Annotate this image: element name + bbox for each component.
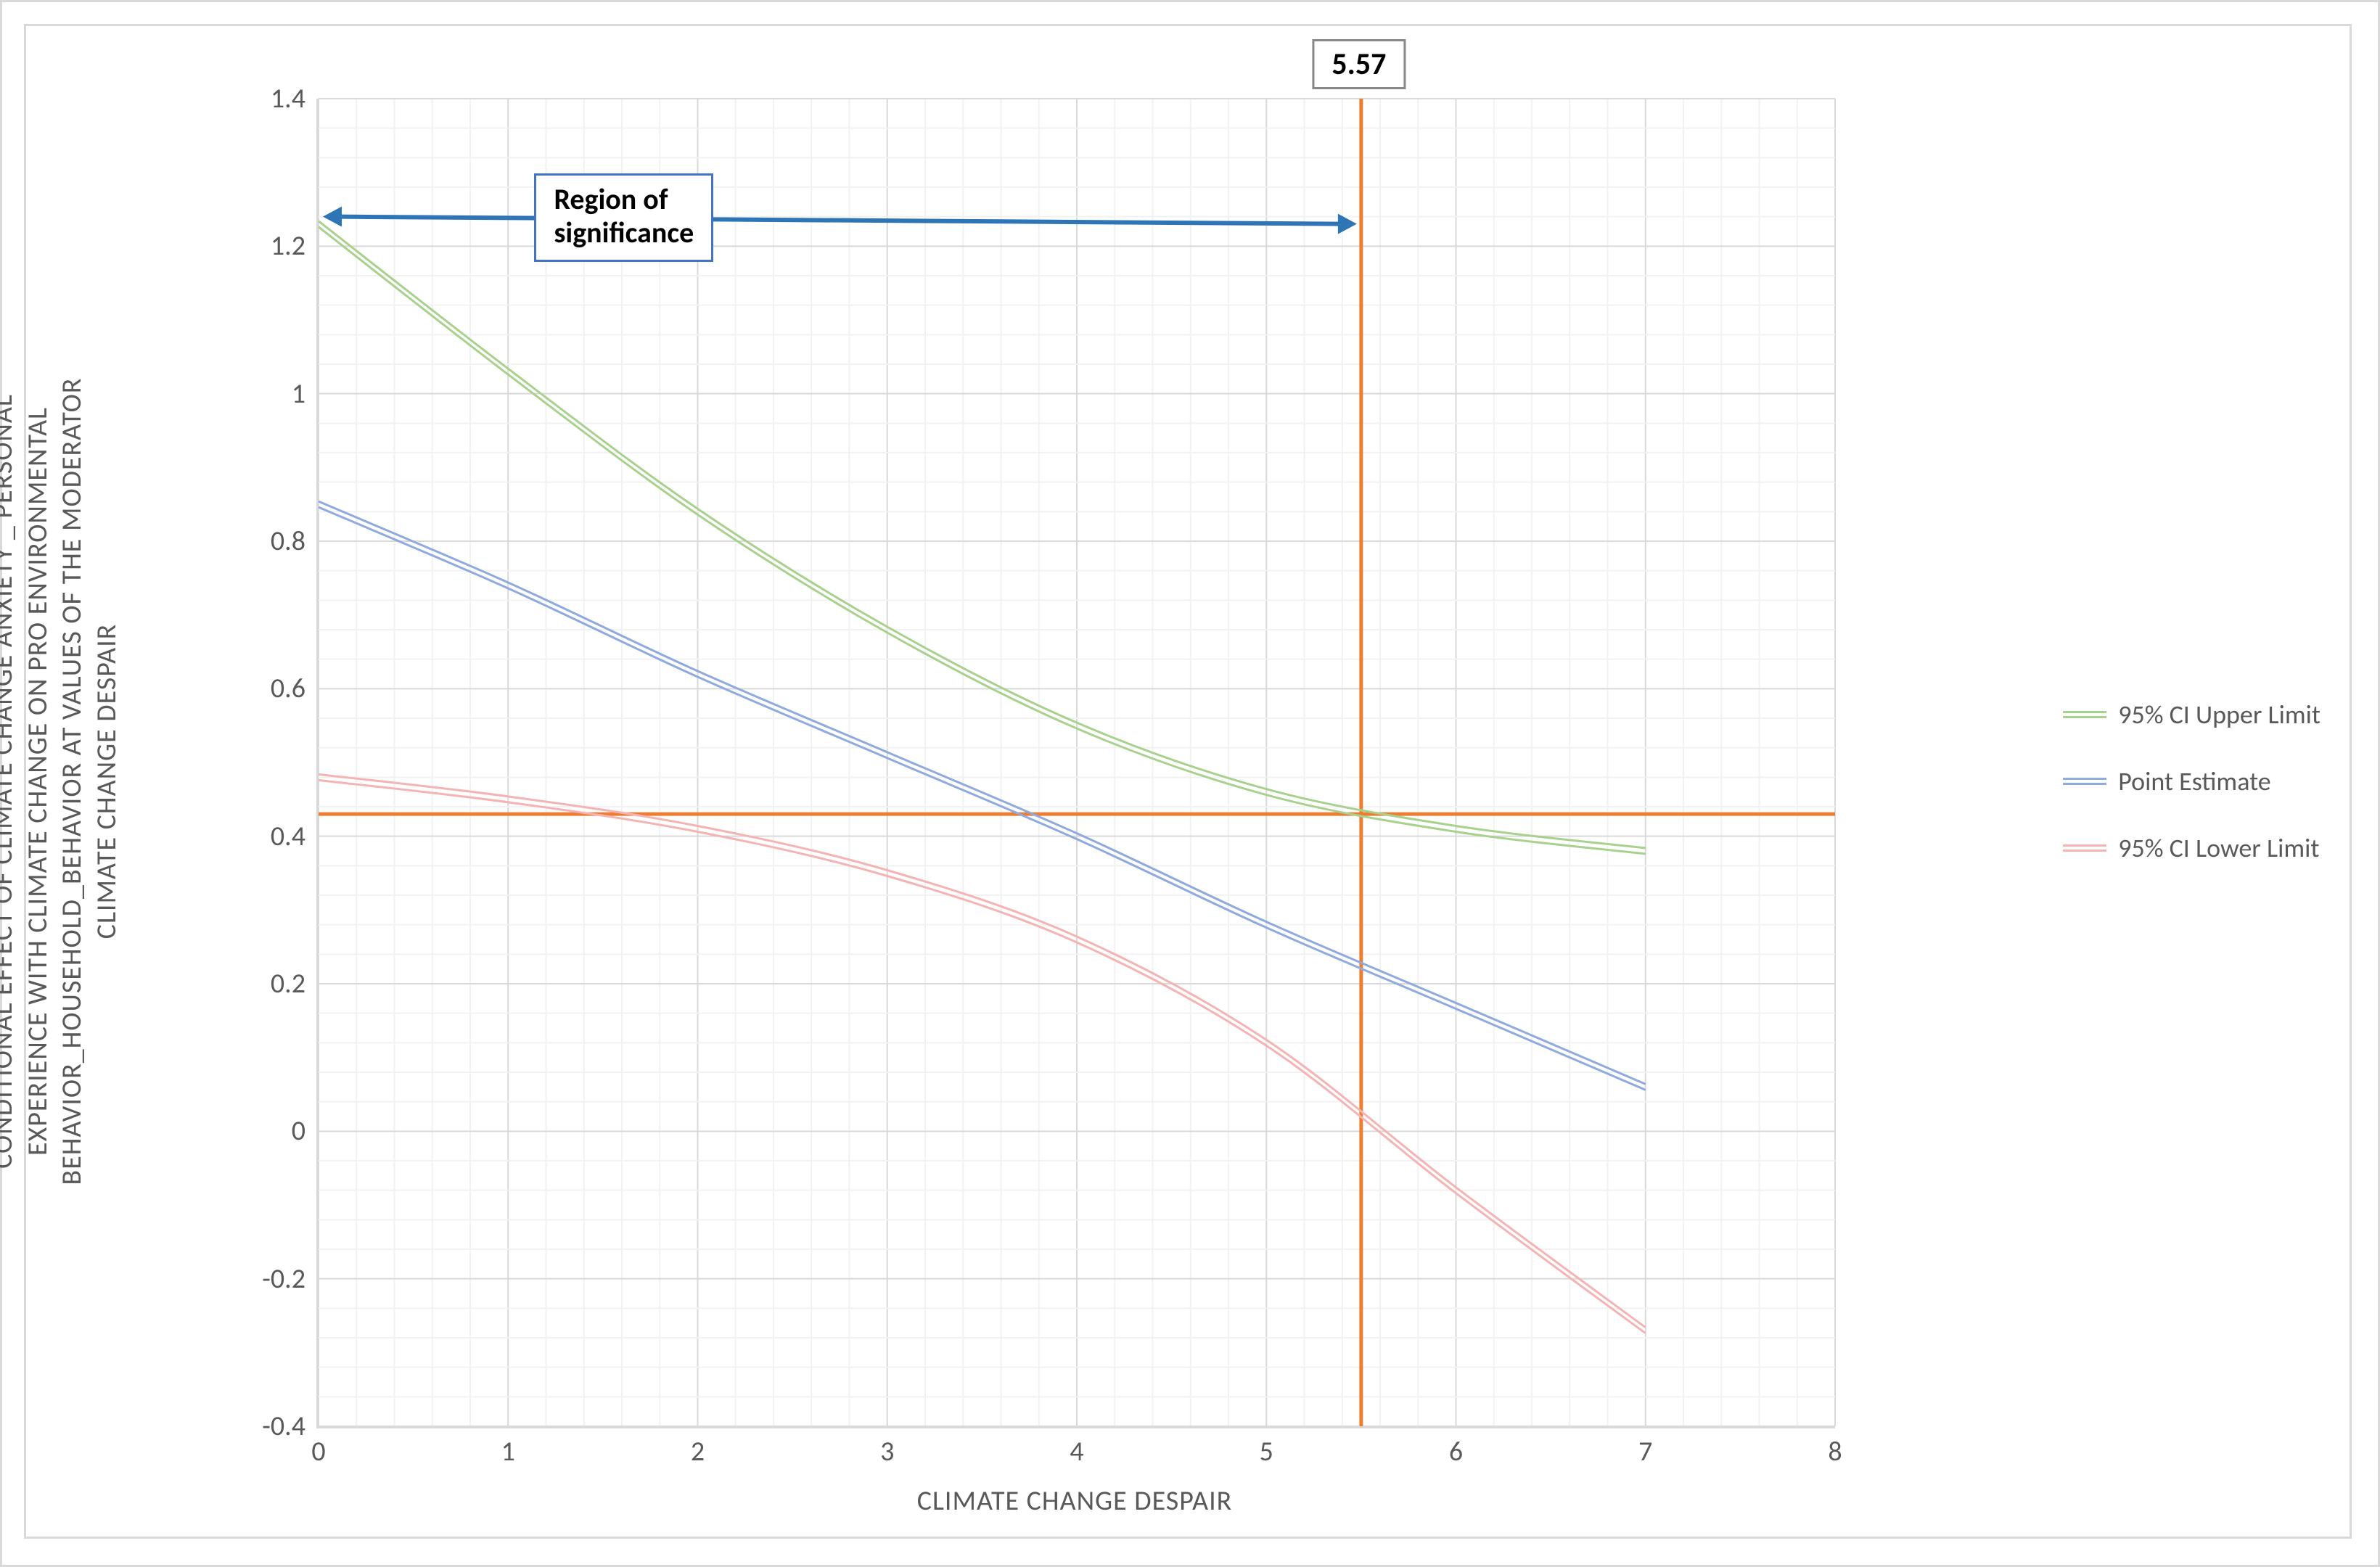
y-tick-label: 1.2 (271, 229, 319, 263)
x-tick-label: 7 (1638, 1426, 1652, 1468)
region-arrow-head (1338, 214, 1357, 234)
legend: 95% CI Upper Limit Point Estimate 95% CI… (2063, 664, 2320, 899)
y-tick-label: 1.4 (271, 82, 319, 115)
y-tick-label: -0.4 (262, 1410, 319, 1443)
legend-item-upper: 95% CI Upper Limit (2063, 699, 2320, 731)
legend-item-lower: 95% CI Lower Limit (2063, 832, 2320, 864)
legend-item-point: Point Estimate (2063, 765, 2320, 797)
legend-label-upper: 95% CI Upper Limit (2118, 699, 2320, 731)
y-axis-label-line: EXPERIENCE WITH CLIMATE CHANGE ON PRO EN… (21, 407, 54, 1156)
threshold-label: 5.57 (1312, 39, 1406, 89)
annotation-layer (319, 99, 1835, 1426)
y-tick-label: -0.2 (262, 1262, 319, 1296)
x-tick-label: 6 (1449, 1426, 1463, 1468)
y-axis-label-line: BEHAVIOR_HOUSEHOLD_BEHAVIOR AT VALUES OF… (55, 378, 89, 1185)
region-of-significance-label: Region of significance (534, 173, 713, 262)
legend-swatch-point (2063, 778, 2106, 785)
legend-swatch-lower (2063, 844, 2106, 852)
annotation-line-1: Region of (554, 181, 668, 217)
legend-swatch-upper (2063, 711, 2106, 718)
y-axis-label-line: CONDITIONAL EFFECT OF CLIMATE CHANGE ANX… (0, 394, 20, 1169)
y-axis-label-line: CLIMATE CHANGE DESPAIR (90, 624, 123, 939)
x-tick-label: 5 (1260, 1426, 1273, 1468)
legend-label-point: Point Estimate (2118, 765, 2270, 797)
y-tick-label: 0.6 (271, 672, 319, 705)
figure-outer-border: CONDITIONAL EFFECT OF CLIMATE CHANGE ANX… (0, 0, 2380, 1567)
y-tick-label: 0.4 (271, 820, 319, 853)
x-tick-label: 3 (880, 1426, 894, 1468)
y-axis-label: CONDITIONAL EFFECT OF CLIMATE CHANGE ANX… (0, 92, 124, 1471)
x-tick-label: 4 (1070, 1426, 1083, 1468)
y-tick-label: 0.8 (271, 525, 319, 558)
plot-area: 012345678-0.4-0.200.20.40.60.811.21.4 (316, 99, 1835, 1428)
y-tick-label: 0 (292, 1114, 319, 1148)
x-tick-label: 2 (691, 1426, 705, 1468)
region-arrow-line (340, 217, 1339, 224)
x-tick-label: 8 (1828, 1426, 1842, 1468)
legend-label-lower: 95% CI Lower Limit (2118, 832, 2319, 864)
figure-inner-border: CONDITIONAL EFFECT OF CLIMATE CHANGE ANX… (24, 24, 2352, 1539)
y-tick-label: 0.2 (271, 967, 319, 1000)
annotation-line-2: significance (554, 215, 694, 250)
y-tick-label: 1 (292, 377, 319, 411)
x-tick-label: 1 (501, 1426, 515, 1468)
x-axis-label: CLIMATE CHANGE DESPAIR (316, 1484, 1833, 1518)
region-arrow-head (323, 207, 342, 227)
